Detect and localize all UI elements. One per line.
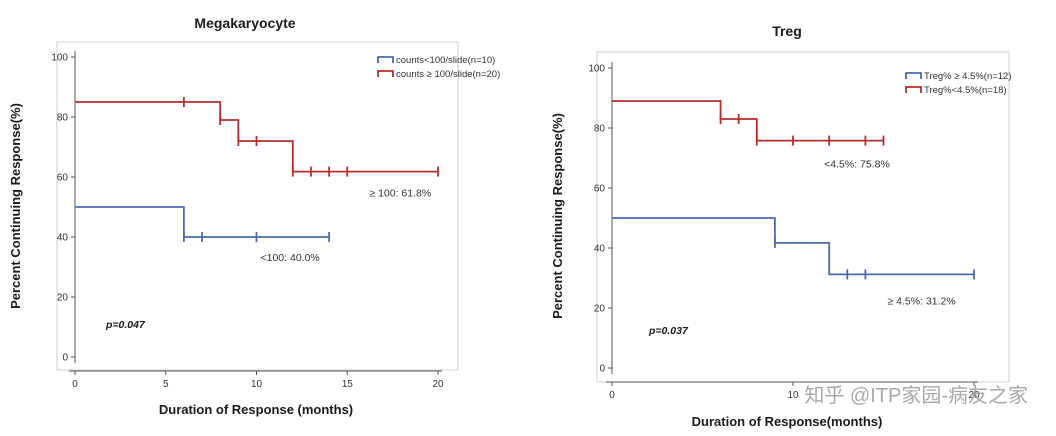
annotations: ≥ 4.5%: 31.2% <4.5%: 75.8%: [824, 159, 956, 308]
y-tick-label: 60: [57, 173, 69, 184]
series-annotation: <100: 40.0%: [261, 252, 320, 264]
y-tick-label: 60: [594, 184, 606, 195]
legend: Treg% ≥ 4.5%(n=12) Treg%<4.5%(n=18): [905, 71, 1012, 96]
x-tick-label: 10: [787, 390, 799, 401]
series-annotation: <4.5%: 75.8%: [824, 159, 890, 171]
y-tick-label: 100: [51, 53, 68, 64]
series-annotation: ≥ 4.5%: 31.2%: [888, 295, 956, 307]
axis-ticks: 0 20 40 60 80 100 0 5 10 15 20: [51, 51, 444, 390]
legend-label: counts<100/slide(n=10): [396, 55, 495, 66]
x-axis-title: Duration of Response (months): [159, 402, 353, 417]
megakaryocyte-panel: Megakaryocyte Percent Continuing Respons…: [8, 15, 500, 417]
y-tick-label: 20: [57, 293, 69, 304]
x-axis-title: Duration of Response(months): [692, 414, 883, 429]
legend-label: counts ≥ 100/slide(n=20): [396, 69, 500, 80]
y-tick-label: 0: [599, 364, 605, 375]
x-tick-label: 20: [968, 390, 980, 401]
y-axis-title: Percent Continuing Response(%): [550, 113, 565, 319]
x-tick-label: 0: [609, 390, 615, 401]
p-value-label: p=0.037: [648, 325, 689, 337]
plot-frame: [56, 41, 459, 371]
y-tick-label: 80: [594, 124, 606, 135]
legend: counts<100/slide(n=10) counts ≥ 100/slide…: [377, 55, 500, 80]
y-axis-title: Percent Continuing Response(%): [8, 103, 23, 309]
chart-title: Megakaryocyte: [194, 15, 295, 31]
p-value-label: p=0.047: [105, 319, 146, 331]
series-annotation: ≥ 100: 61.8%: [369, 188, 431, 200]
y-tick-label: 80: [57, 113, 69, 124]
x-tick-label: 5: [163, 379, 169, 390]
x-tick-label: 0: [72, 379, 78, 390]
legend-label: Treg%<4.5%(n=18): [924, 85, 1007, 96]
chart-title: Treg: [772, 23, 802, 39]
survival-curve-0: [612, 217, 974, 276]
survival-curves: [75, 97, 439, 242]
x-tick-label: 10: [251, 379, 263, 390]
legend-swatch: [905, 72, 922, 79]
y-tick-label: 100: [588, 64, 605, 75]
y-tick-label: 20: [594, 304, 606, 315]
x-tick-label: 15: [342, 379, 354, 390]
x-tick-label: 20: [432, 379, 444, 390]
annotations: <100: 40.0% ≥ 100: 61.8%: [261, 188, 432, 264]
legend-label: Treg% ≥ 4.5%(n=12): [924, 71, 1012, 82]
treg-panel: Treg Percent Continuing Response(%) Dura…: [550, 23, 1012, 429]
legend-swatch: [905, 86, 922, 93]
axis-ticks: 0 20 40 60 80 100 0 10 20: [588, 62, 980, 401]
survival-curves: [612, 100, 975, 280]
y-tick-label: 40: [594, 244, 606, 255]
y-tick-label: 0: [62, 353, 68, 364]
legend-swatch: [377, 56, 394, 63]
y-tick-label: 40: [57, 233, 69, 244]
legend-swatch: [377, 70, 394, 77]
survival-curve-1: [75, 101, 438, 173]
survival-curve-1: [612, 100, 884, 142]
watermark-text: 知乎 @ITP家园-病友之家: [804, 384, 1028, 407]
